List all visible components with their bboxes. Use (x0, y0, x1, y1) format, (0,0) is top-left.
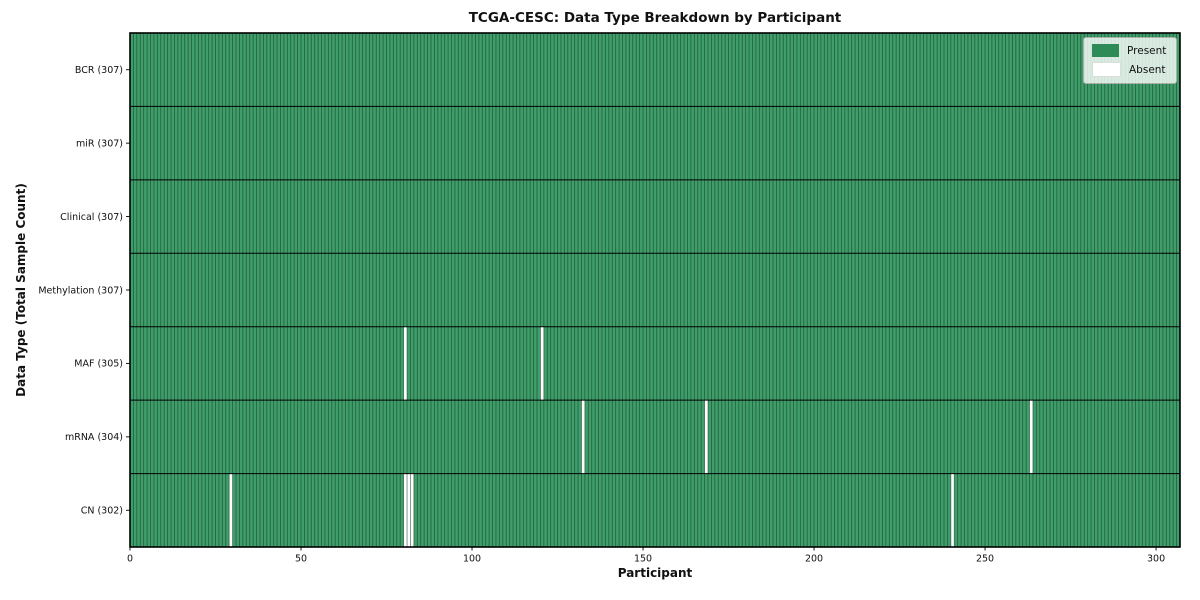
x-tick-label: 250 (976, 554, 994, 565)
legend-entry-absent: Absent (1092, 62, 1166, 77)
absent-cell (581, 400, 585, 474)
row-present-band (130, 473, 1180, 547)
row-present-band (130, 400, 1180, 474)
row-present-band (130, 326, 1180, 401)
row-present-band (130, 179, 1180, 254)
legend-label-present: Present (1127, 44, 1167, 57)
y-tick-label: CN (302) (81, 506, 123, 517)
absent-cell (1029, 400, 1033, 474)
chart-title: TCGA-CESC: Data Type Breakdown by Partic… (468, 10, 842, 26)
absent-cell (403, 326, 408, 401)
absent-cell (229, 473, 233, 547)
x-tick-label: 100 (463, 554, 481, 565)
absent-cell (540, 326, 544, 401)
y-tick-label: miR (307) (76, 138, 123, 149)
legend-entry-present: Present (1092, 44, 1166, 57)
y-tick-label: MAF (305) (74, 359, 123, 370)
y-tick-label: Methylation (307) (38, 285, 123, 296)
y-tick-label: mRNA (304) (65, 432, 123, 443)
x-tick-label: 0 (127, 554, 133, 565)
absent-cell (407, 473, 411, 547)
absent-cell (704, 400, 709, 474)
x-tick-label: 200 (805, 554, 823, 565)
y-tick-label: BCR (307) (75, 65, 123, 76)
absent-cell (410, 473, 414, 547)
legend-label-absent: Absent (1129, 63, 1166, 76)
x-axis-label: Participant (617, 566, 693, 580)
absent-cell (403, 473, 408, 547)
legend: Present Absent (1083, 37, 1178, 84)
y-tick-label: Clinical (307) (60, 212, 123, 223)
row-present-band (130, 106, 1180, 180)
x-tick-label: 150 (634, 554, 652, 565)
row-present-band (130, 33, 1180, 107)
x-tick-label: 300 (1147, 554, 1165, 565)
absent-cell (950, 473, 955, 547)
row-present-band (130, 253, 1180, 327)
x-tick-label: 50 (295, 554, 307, 565)
legend-swatch-present (1092, 44, 1119, 57)
legend-swatch-absent (1092, 62, 1121, 77)
